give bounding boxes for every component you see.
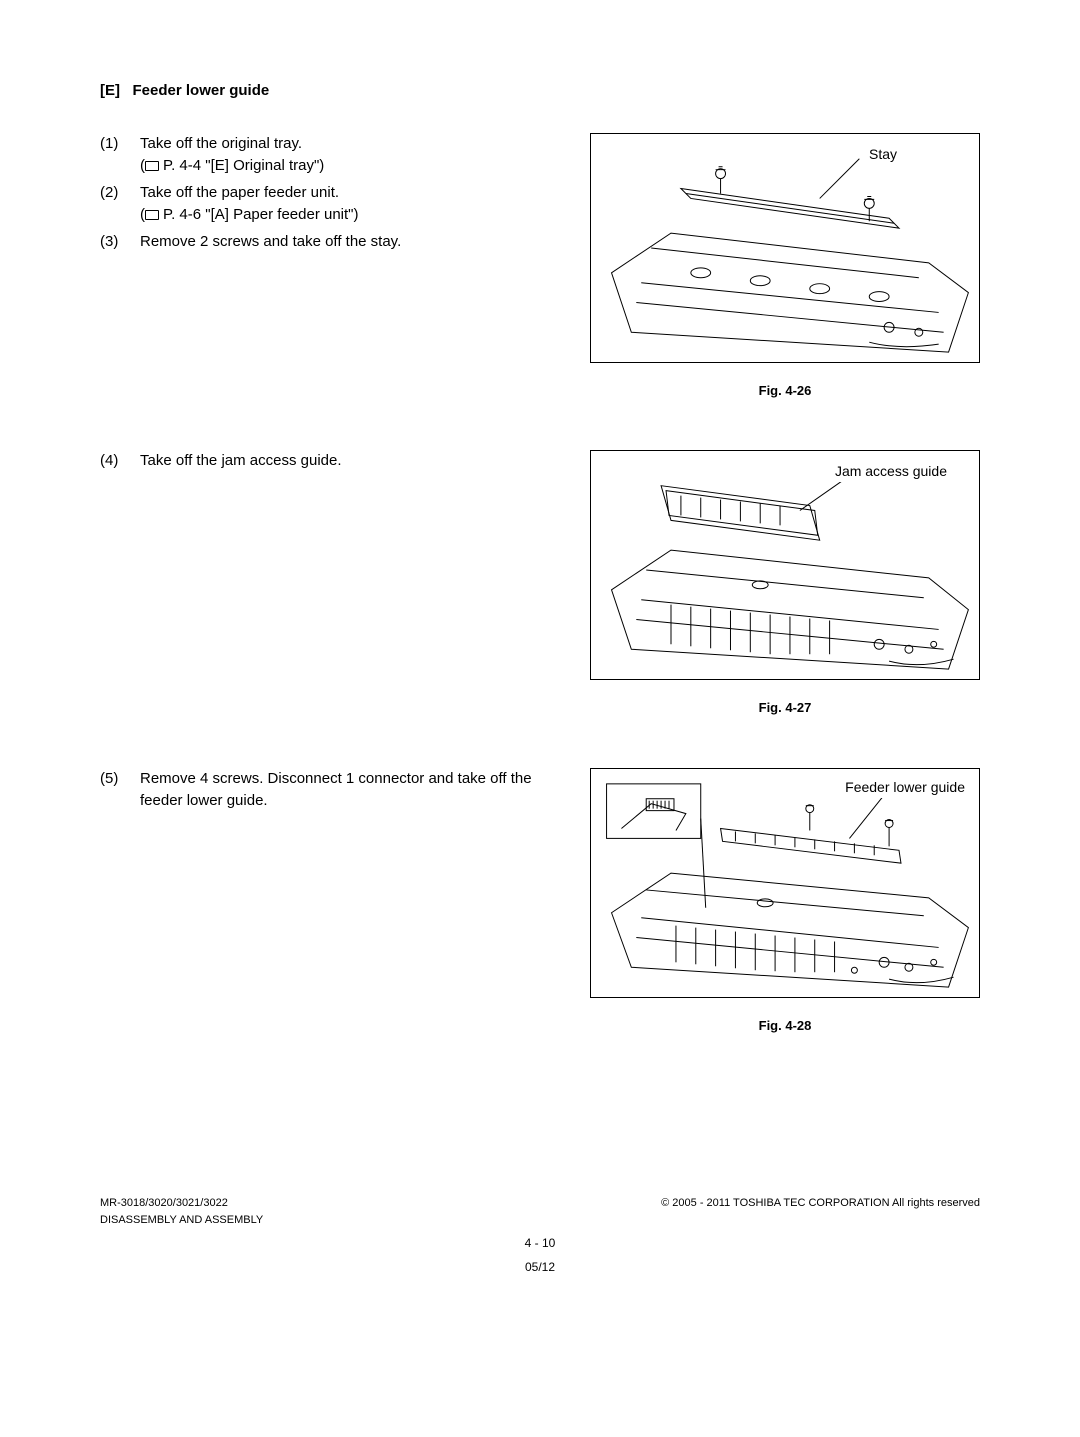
footer-model: MR-3018/3020/3021/3022: [100, 1195, 263, 1212]
step-num: (2): [100, 182, 140, 227]
figure-2: Jam access guide: [590, 450, 980, 680]
step-3: (3) Remove 2 screws and take off the sta…: [100, 231, 570, 254]
step-4: (4) Take off the jam access guide.: [100, 450, 570, 473]
page-footer: MR-3018/3020/3021/3022 DISASSEMBLY AND A…: [100, 1195, 980, 1228]
block-1: (1) Take off the original tray. (P. 4-4 …: [100, 133, 980, 401]
step-1: (1) Take off the original tray. (P. 4-4 …: [100, 133, 570, 178]
footer-page: 4 - 10: [100, 1234, 980, 1252]
block-2: (4) Take off the jam access guide.: [100, 450, 980, 718]
step-5: (5) Remove 4 screws. Disconnect 1 connec…: [100, 768, 570, 813]
step-num: (4): [100, 450, 140, 473]
section-title: Feeder lower guide: [133, 82, 270, 99]
figure-1-drawing: [591, 134, 979, 362]
step-text: Take off the original tray.: [140, 133, 570, 156]
figure-3-caption: Fig. 4-28: [590, 1016, 980, 1036]
step-ref: (P. 4-6 "[A] Paper feeder unit"): [140, 204, 570, 227]
figure-3-callout: Feeder lower guide: [843, 777, 967, 798]
figure-3: Feeder lower guide: [590, 768, 980, 998]
step-ref-text: P. 4-4 "[E] Original tray"): [163, 157, 324, 174]
figure-2-col: Jam access guide Fig. 4-27: [590, 450, 980, 718]
figure-3-col: Feeder lower guide Fig. 4-28: [590, 768, 980, 1036]
step-ref-text: P. 4-6 "[A] Paper feeder unit"): [163, 206, 358, 223]
step-text: Take off the jam access guide.: [140, 450, 570, 473]
figure-2-caption: Fig. 4-27: [590, 698, 980, 718]
figure-3-drawing: [591, 769, 979, 997]
book-icon: [145, 161, 159, 171]
step-num: (1): [100, 133, 140, 178]
figure-1-caption: Fig. 4-26: [590, 381, 980, 401]
step-text: Remove 2 screws and take off the stay.: [140, 231, 570, 254]
book-icon: [145, 210, 159, 220]
section-heading: [E] Feeder lower guide: [100, 80, 980, 103]
steps-1: (1) Take off the original tray. (P. 4-4 …: [100, 133, 590, 258]
step-2: (2) Take off the paper feeder unit. (P. …: [100, 182, 570, 227]
steps-2: (4) Take off the jam access guide.: [100, 450, 590, 477]
step-ref: (P. 4-4 "[E] Original tray"): [140, 155, 570, 178]
footer-copyright: © 2005 - 2011 TOSHIBA TEC CORPORATION Al…: [661, 1195, 980, 1212]
figure-1-col: Stay Fig. 4-26: [590, 133, 980, 401]
figure-1-callout: Stay: [867, 144, 899, 165]
step-num: (5): [100, 768, 140, 813]
step-num: (3): [100, 231, 140, 254]
step-text: Remove 4 screws. Disconnect 1 connector …: [140, 768, 570, 813]
section-label: [E]: [100, 82, 120, 99]
steps-3: (5) Remove 4 screws. Disconnect 1 connec…: [100, 768, 590, 817]
figure-2-callout: Jam access guide: [833, 461, 949, 482]
block-3: (5) Remove 4 screws. Disconnect 1 connec…: [100, 768, 980, 1036]
figure-2-drawing: [591, 451, 979, 679]
step-text: Take off the paper feeder unit.: [140, 182, 570, 205]
figure-1: Stay: [590, 133, 980, 363]
footer-date: 05/12: [100, 1258, 980, 1276]
footer-chapter: DISASSEMBLY AND ASSEMBLY: [100, 1212, 263, 1229]
